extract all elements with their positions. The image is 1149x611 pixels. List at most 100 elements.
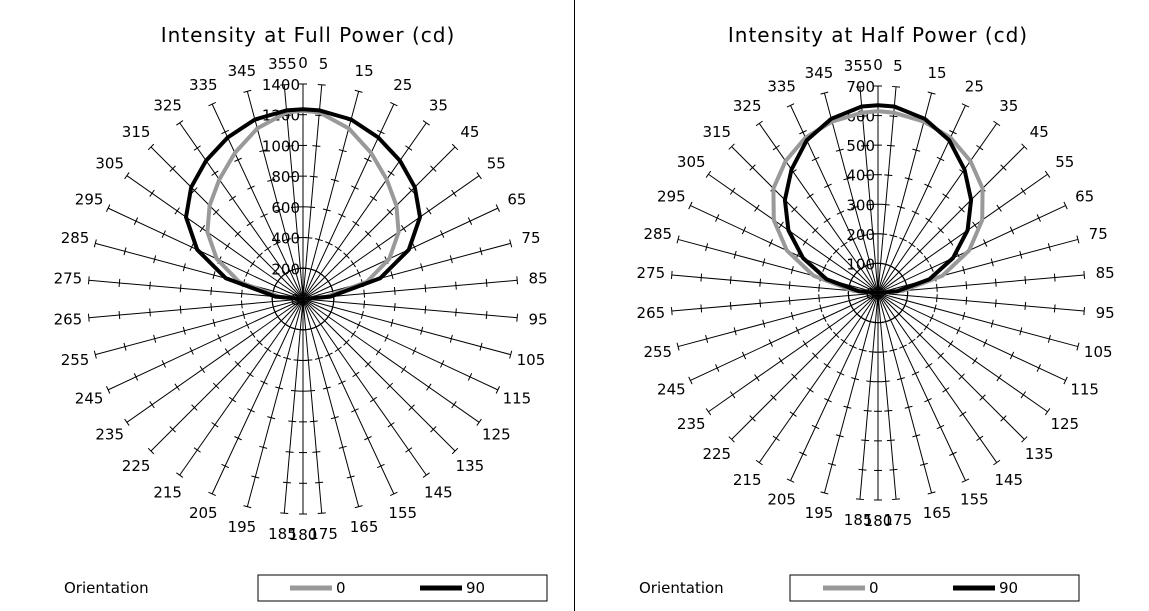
spoke-tick <box>182 326 186 335</box>
spoke-135 <box>302 298 456 452</box>
spoke-165 <box>302 298 360 507</box>
spoke-145 <box>302 298 427 476</box>
spoke-tick <box>858 468 867 471</box>
spoke-tick <box>87 276 90 285</box>
spoke-tick <box>247 185 255 190</box>
spoke-tick <box>251 475 260 479</box>
spoke-tick <box>908 338 916 345</box>
spoke-tick <box>193 145 201 151</box>
spoke-tick <box>149 189 155 197</box>
spoke-tick <box>293 359 302 362</box>
spoke-tick <box>916 247 924 255</box>
spoke-tick <box>676 342 680 351</box>
spoke-tick <box>408 404 415 411</box>
spoke-tick <box>822 314 827 322</box>
spoke-tick <box>923 323 930 331</box>
spoke-tick <box>234 360 242 368</box>
spoke-tick <box>317 83 326 86</box>
legend-title: Orientation <box>639 579 724 597</box>
spoke-tick <box>228 195 237 202</box>
spoke-tick <box>246 371 254 378</box>
spoke-tick <box>925 217 933 224</box>
spoke-tick <box>149 308 151 317</box>
legend-label-90: 90 <box>999 579 1018 597</box>
spoke-tick <box>422 472 430 478</box>
spoke-tick <box>212 382 220 390</box>
angle-label-85: 85 <box>529 269 548 287</box>
spoke-tick <box>280 512 289 515</box>
spoke-175 <box>877 292 897 500</box>
spoke-tick <box>412 243 417 251</box>
spoke-tick <box>449 334 453 343</box>
spoke-tick <box>217 334 222 342</box>
spoke-tick <box>889 468 898 471</box>
spoke-tick <box>314 238 323 242</box>
spoke-tick <box>759 299 762 308</box>
spoke-tick <box>309 420 318 423</box>
spoke-tick <box>516 313 519 322</box>
spoke-275 <box>88 279 304 300</box>
spoke-tick <box>927 91 936 95</box>
spoke-tick <box>826 255 833 263</box>
spoke-35 <box>877 123 998 294</box>
spoke-tick <box>851 205 860 209</box>
angle-label-285: 285 <box>643 225 672 243</box>
spoke-tick <box>440 360 445 368</box>
spoke-15 <box>877 92 933 294</box>
spoke-tick <box>312 145 321 147</box>
spoke-tick <box>322 208 331 212</box>
spoke-205 <box>790 292 879 481</box>
angle-label-155: 155 <box>960 491 989 509</box>
spoke-tick <box>430 426 437 433</box>
spoke-tick <box>1021 436 1028 443</box>
series-90-line <box>184 107 422 301</box>
angle-label-95: 95 <box>1096 304 1115 322</box>
angle-label-75: 75 <box>521 229 540 247</box>
legend-title: Orientation <box>64 579 149 597</box>
spoke-tick <box>476 418 482 426</box>
angle-label-145: 145 <box>424 483 453 501</box>
spoke-185 <box>859 292 879 500</box>
angle-label-265: 265 <box>54 311 83 329</box>
spoke-tick <box>221 129 229 135</box>
spoke-tick <box>293 236 302 239</box>
spoke-tick <box>924 398 932 403</box>
angle-label-185: 185 <box>268 525 297 543</box>
spoke-tick <box>267 178 276 182</box>
spoke-tick <box>933 304 937 313</box>
angle-label-225: 225 <box>122 457 151 475</box>
spoke-tick <box>430 165 437 172</box>
angle-label-315: 315 <box>702 123 731 141</box>
radial-tick-label: 1000 <box>262 137 300 155</box>
spoke-tick <box>375 348 382 356</box>
spoke-tick <box>733 327 737 336</box>
spoke-45 <box>302 146 456 300</box>
spoke-55 <box>877 173 1048 294</box>
spoke-tick <box>179 284 182 293</box>
spoke-tick <box>729 187 736 195</box>
angle-label-195: 195 <box>228 518 257 536</box>
spoke-tick <box>879 233 888 235</box>
spoke-tick <box>832 247 840 255</box>
spoke-265 <box>671 292 879 312</box>
spoke-tick <box>393 303 396 312</box>
spoke-tick <box>958 373 965 380</box>
spoke-tick <box>899 237 907 242</box>
spoke-tick <box>354 505 363 509</box>
spoke-tick <box>412 347 417 355</box>
angle-label-255: 255 <box>61 351 90 369</box>
spoke-35 <box>302 122 427 300</box>
spoke-tick <box>811 424 820 430</box>
spoke-tick <box>455 308 457 317</box>
spoke-tick <box>927 491 936 495</box>
spoke-tick <box>806 193 814 199</box>
spoke-tick <box>147 447 155 455</box>
angle-label-335: 335 <box>767 77 796 95</box>
spoke-tick <box>778 357 784 365</box>
spoke-tick <box>479 342 483 351</box>
spoke-85 <box>877 274 1085 294</box>
spoke-tick <box>871 262 880 265</box>
spoke-235 <box>708 292 879 413</box>
spoke-tick <box>182 263 186 272</box>
spoke-tick <box>904 405 913 409</box>
